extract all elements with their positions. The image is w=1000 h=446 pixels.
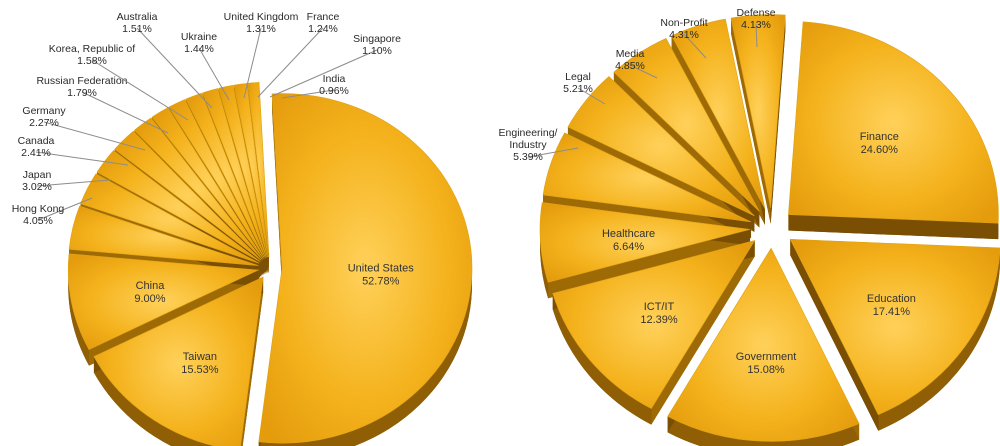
- slice-top-china: [67, 253, 260, 350]
- label-defense: Defense 4.13%: [736, 7, 775, 31]
- slice-rim-china: [68, 253, 90, 366]
- label-government: Government 15.08%: [736, 351, 797, 376]
- slice-finance: [788, 21, 999, 240]
- country-pie-chart: United States 52.78% Taiwan 15.53% China 9.00…: [12, 11, 473, 446]
- label-ict-it: ICT/IT 12.39%: [640, 301, 678, 326]
- slice-cut-a-defense: [731, 18, 771, 224]
- slice-cut-a-non-profit: [671, 35, 765, 225]
- slice-rim-government: [667, 416, 860, 446]
- label-finance: Finance 24.60%: [860, 131, 899, 156]
- slice-rim-taiwan: [93, 356, 215, 446]
- label-non-profit: Non-Profit 4.31%: [660, 17, 707, 41]
- label-healthcare: Healthcare 6.64%: [602, 228, 655, 253]
- label-hong-kong: Hong Kong 4.05%: [12, 203, 65, 227]
- label-russian-federation: Russian Federation 1.79%: [36, 75, 127, 99]
- slice-top-ukraine: [185, 92, 266, 258]
- label-germany: Germany 2.27%: [22, 105, 66, 129]
- slice-top-hong-kong: [68, 205, 259, 266]
- slice-ict-it: [552, 240, 756, 425]
- leader-non-profit: [683, 33, 707, 59]
- slice-government: [667, 247, 860, 446]
- label-japan: Japan 3.02%: [22, 169, 52, 193]
- sector-pie-chart: Finance 24.60% Education 17.41% Government 15…: [499, 7, 1000, 446]
- label-legal: Legal 5.21%: [563, 71, 593, 95]
- slice-top-media: [613, 37, 760, 212]
- label-australia: Australia 1.51%: [117, 11, 158, 35]
- leader-australia: [136, 27, 213, 109]
- slice-united-states: [258, 93, 473, 446]
- slice-cut-b-finance: [788, 214, 999, 240]
- leader-singapore: [269, 49, 378, 98]
- slice-top-germany: [114, 130, 262, 261]
- leader-engineering-industry: [527, 147, 579, 158]
- slice-top-non-profit: [671, 18, 766, 209]
- leader-legal: [577, 87, 606, 105]
- leader-japan: [36, 179, 111, 187]
- leader-india: [281, 89, 335, 99]
- slice-cut-a-healthcare: [548, 229, 751, 299]
- label-canada: Canada 2.41%: [18, 135, 55, 159]
- label-education: Education 17.41%: [867, 293, 916, 318]
- leader-canada: [35, 151, 129, 166]
- slice-top-taiwan: [93, 276, 264, 446]
- slice-top-united-states: [258, 93, 473, 444]
- slice-top-government: [667, 247, 860, 442]
- slice-non-profit: [671, 18, 766, 225]
- leader-hong-kong: [37, 197, 93, 221]
- slice-top-education: [789, 238, 1000, 416]
- slice-top-finance: [788, 21, 999, 224]
- label-taiwan: Taiwan 15.53%: [181, 351, 219, 376]
- slice-top-canada: [96, 150, 261, 262]
- leader-france: [257, 27, 324, 98]
- slice-top-russian-federation: [133, 117, 263, 260]
- label-ukraine: Ukraine 1.44%: [181, 31, 217, 55]
- slice-taiwan: [93, 276, 264, 446]
- label-korea-republic-of: Korea, Republic of 1.58%: [49, 43, 135, 67]
- leader-united-kingdom: [243, 27, 262, 99]
- leader-russian-federation: [81, 91, 169, 134]
- label-engineering-industry: Engineering/Industry 5.39%: [499, 127, 558, 163]
- leader-media: [629, 64, 658, 79]
- label-singapore: Singapore 1.10%: [353, 33, 401, 57]
- slice-rim-healthcare: [540, 202, 549, 299]
- leader-germany: [43, 121, 146, 151]
- label-media: Media 4.85%: [615, 48, 645, 72]
- leader-defense: [755, 23, 758, 48]
- slice-top-singapore: [233, 83, 269, 258]
- slice-healthcare: [539, 202, 751, 299]
- slice-top-japan: [80, 173, 260, 264]
- label-france: France 1.24%: [307, 11, 340, 35]
- leader-ukraine: [198, 47, 230, 101]
- slice-cut-b-defense: [770, 15, 786, 224]
- slice-china: [67, 253, 260, 366]
- label-china: China 9.00%: [134, 280, 165, 305]
- slice-education: [789, 238, 1000, 431]
- slice-cut-a-ict-it: [651, 240, 755, 425]
- slice-top-engineering-industry: [542, 132, 752, 223]
- slice-rim-ict-it: [552, 293, 652, 425]
- slice-media: [613, 37, 760, 228]
- label-united-kingdom: United Kingdom 1.31%: [224, 11, 299, 35]
- slice-top-healthcare: [539, 202, 751, 283]
- slice-top-legal: [567, 76, 755, 217]
- slice-top-defense: [730, 14, 786, 208]
- slice-cut-b-education: [790, 239, 879, 431]
- slice-top-united-kingdom: [202, 88, 267, 258]
- label-india: India 0.96%: [319, 73, 349, 97]
- slice-top-france: [218, 84, 268, 258]
- slice-rim-education: [878, 248, 1000, 431]
- slice-top-ict-it: [552, 240, 756, 410]
- label-united-states: United States 52.78%: [348, 263, 415, 288]
- leader-korea-republic-of: [91, 59, 189, 121]
- slice-defense: [730, 14, 786, 224]
- slice-top-australia: [168, 99, 265, 259]
